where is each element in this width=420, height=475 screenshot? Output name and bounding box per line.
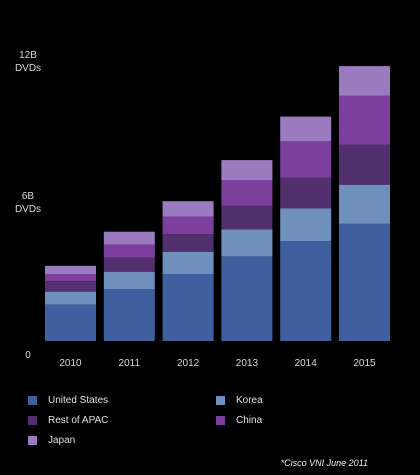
bar-2010-united-states (45, 304, 96, 341)
bar-2011-united-states (103, 289, 155, 341)
y-tick-12: 12B DVDs (15, 50, 41, 74)
bar-2011-japan (103, 231, 155, 245)
legend-item-rest-of-apac: Rest of APAC (28, 415, 108, 426)
bar-2013-rest-of-apac (221, 205, 273, 230)
bar-2013-japan (221, 160, 273, 181)
legend-swatch-rest-of-apac (28, 416, 37, 425)
x-axis-labels: 2010 2011 2012 2013 2014 2015 (59, 358, 376, 369)
x-tick-2012: 2012 (177, 358, 200, 369)
bar-2015-japan (339, 66, 390, 96)
y-tick-0: 0 (25, 350, 31, 361)
bars-group (45, 66, 390, 341)
bar-2015-china (339, 95, 390, 145)
bar-2010-china (45, 274, 96, 281)
legend-item-korea: Korea (216, 395, 263, 406)
legend-swatch-japan (28, 436, 37, 445)
bar-2012-rest-of-apac (162, 234, 214, 252)
bar-2012-united-states (162, 274, 214, 341)
legend-label-rest-of-apac: Rest of APAC (48, 415, 109, 426)
x-tick-2013: 2013 (236, 358, 259, 369)
legend-label-japan: Japan (48, 435, 76, 446)
y-axis-labels: 0 6B DVDs 12B DVDs (15, 50, 41, 361)
bar-2015-united-states (339, 223, 390, 341)
bar-2011-china (103, 244, 155, 258)
legend-item-japan: Japan (28, 435, 75, 446)
bar-2014-korea (280, 208, 332, 242)
bar-2013-china (221, 180, 273, 206)
bar-2014-united-states (280, 241, 332, 341)
bar-2013-korea (221, 229, 273, 257)
bar-2010-japan (45, 265, 96, 274)
y-tick-6: 6B DVDs (15, 191, 41, 215)
legend-swatch-china (216, 416, 225, 425)
bar-2012-china (162, 216, 214, 234)
source-note: *Cisco VNI June 2011 (280, 458, 368, 468)
bar-2012-korea (162, 251, 214, 274)
legend-label-korea: Korea (236, 395, 263, 406)
bar-2010-rest-of-apac (45, 281, 96, 292)
bar-2014-china (280, 141, 332, 178)
bar-2014-rest-of-apac (280, 177, 332, 209)
bar-2010-korea (45, 291, 96, 305)
legend-item-united-states: United States (28, 395, 108, 406)
legend-swatch-united-states (28, 396, 37, 405)
legend-item-china: China (216, 415, 262, 426)
bar-2015-korea (339, 184, 390, 224)
legend-swatch-korea (216, 396, 225, 405)
x-tick-2015: 2015 (353, 358, 376, 369)
legend-label-china: China (236, 415, 263, 426)
bar-2013-united-states (221, 256, 273, 341)
bar-2015-rest-of-apac (339, 144, 390, 185)
x-tick-2011: 2011 (119, 358, 141, 369)
bar-2014-japan (280, 116, 332, 142)
bar-2011-rest-of-apac (103, 257, 155, 272)
bar-2011-korea (103, 271, 155, 290)
bar-2012-japan (162, 201, 214, 217)
x-tick-2014: 2014 (295, 358, 318, 369)
legend-label-united-states: United States (48, 395, 109, 406)
x-tick-2010: 2010 (59, 358, 82, 369)
